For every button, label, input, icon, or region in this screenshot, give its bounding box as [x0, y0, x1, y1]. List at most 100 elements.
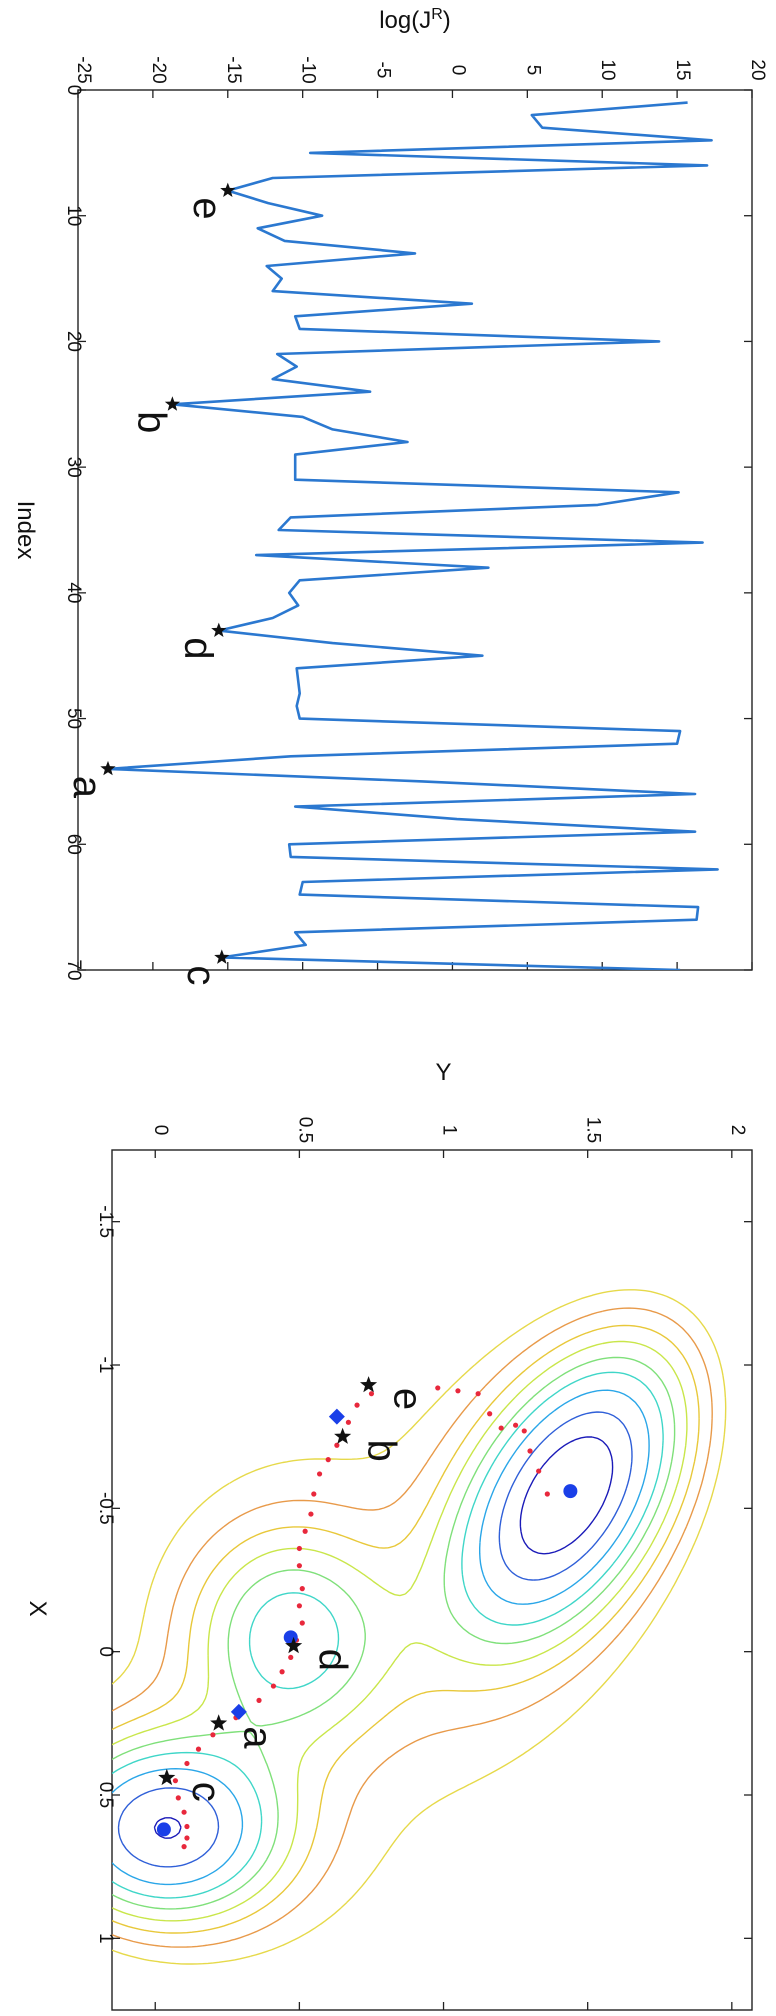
contour-level-6	[112, 1340, 688, 1922]
path-point	[368, 1391, 375, 1397]
path-point	[308, 1511, 314, 1517]
path-point	[475, 1391, 481, 1397]
path-point	[288, 1654, 294, 1660]
index-chart-ticks: 0 10 20 30 40 50 60 70 -25 -20 -15 -10 -5 0 5 10 15 20	[63, 56, 768, 980]
y-tick-label: 0	[150, 1125, 171, 1136]
path-point	[184, 1835, 190, 1841]
contour-chart-frame	[111, 1149, 753, 2011]
path-point	[345, 1419, 351, 1425]
contour-level-2	[117, 1411, 633, 1868]
value-tick-label: 10	[597, 59, 618, 80]
contour-chart-marked-points: e b d a c	[158, 1376, 430, 1802]
path-marked-star-e	[360, 1376, 378, 1393]
path-point	[527, 1448, 533, 1454]
value-tick-label: 20	[747, 59, 768, 80]
path-point	[299, 1620, 305, 1626]
path-point	[435, 1385, 441, 1391]
path-point	[354, 1402, 360, 1408]
path-point	[316, 1471, 323, 1477]
value-tick-label: -10	[298, 56, 319, 83]
path-point	[296, 1545, 302, 1552]
marked-point-label-d: d	[176, 637, 220, 659]
contour-level-9	[112, 1289, 727, 1965]
path-point	[175, 1795, 181, 1801]
index-tick-label: 40	[63, 582, 84, 603]
y-axis-label-base: log(J	[379, 7, 431, 34]
value-tick-label: -5	[373, 62, 394, 79]
path-point	[536, 1468, 542, 1474]
value-tick-label: -15	[223, 56, 244, 83]
y-axis-label-close: )	[443, 7, 451, 34]
index-tick-label: 30	[63, 457, 84, 478]
marked-point-star-d	[211, 622, 227, 637]
path-point	[544, 1491, 550, 1497]
path-point	[279, 1669, 285, 1675]
path-point	[256, 1697, 262, 1703]
x-tick-label: 1	[95, 1933, 116, 1944]
path-marked-label-c: c	[184, 1782, 228, 1802]
minimum-point	[156, 1822, 171, 1837]
marked-point-star-e	[220, 182, 236, 197]
index-chart-frame	[77, 89, 753, 971]
path-point	[184, 1760, 190, 1767]
path-point	[498, 1425, 504, 1431]
path-marked-star-b	[334, 1427, 352, 1444]
value-tick-label: 0	[447, 65, 468, 76]
x-axis-label-index: Index	[12, 501, 39, 560]
path-point	[325, 1457, 331, 1463]
saddle-point	[328, 1408, 345, 1425]
marked-point-star-a	[100, 760, 116, 776]
y-axis-label-superscript: R	[431, 6, 443, 23]
contour-level-3	[112, 1389, 650, 1886]
path-marked-star-a	[210, 1714, 228, 1731]
contour-level-5	[112, 1356, 676, 1910]
path-point	[487, 1411, 493, 1417]
path-point	[195, 1746, 202, 1752]
path-point	[172, 1778, 179, 1784]
value-tick-label: 5	[522, 65, 543, 76]
y-tick-label: 2	[727, 1125, 748, 1136]
index-tick-label: 10	[63, 205, 84, 226]
x-tick-label: -1	[95, 1357, 116, 1374]
index-tick-label: 50	[63, 708, 84, 729]
path-marked-label-b: b	[360, 1440, 404, 1462]
path-point	[513, 1422, 519, 1428]
contour-level-1	[153, 1436, 614, 1839]
saddle-point	[230, 1703, 247, 1720]
path-marked-label-e: e	[386, 1388, 430, 1410]
path-marked-star-d	[285, 1636, 303, 1654]
path-point	[302, 1528, 308, 1534]
y-tick-label: 1.5	[583, 1117, 604, 1143]
y-tick-label: 0.5	[294, 1117, 315, 1143]
value-tick-label: -25	[73, 56, 94, 83]
path-point	[270, 1683, 277, 1689]
marked-point-label-c: c	[179, 965, 223, 985]
path-point	[181, 1809, 187, 1815]
log-jr-series-line	[106, 101, 719, 970]
path-point	[521, 1428, 527, 1434]
x-axis-label-x: X	[24, 1601, 51, 1617]
value-tick-label: 15	[672, 59, 693, 80]
energy-contours	[112, 1289, 727, 1965]
path-point	[296, 1563, 302, 1569]
path-marked-label-d: d	[311, 1649, 355, 1671]
path-marked-label-a: a	[236, 1726, 280, 1749]
x-tick-label: -1.5	[95, 1205, 116, 1238]
index-tick-label: 20	[63, 331, 84, 352]
index-chart: 0 10 20 30 40 50 60 70 -25 -20 -15 -10 -5 0 5 10 15 20 e b…	[12, 6, 768, 985]
x-tick-label: 0.5	[95, 1782, 116, 1808]
minima-and-saddles	[156, 1408, 578, 1837]
marked-point-label-a: a	[65, 776, 109, 799]
path-marked-star-c	[158, 1768, 176, 1786]
contour-chart: -1.5 -1 -0.5 0 0.5 1 0 0.5 1 1.5 2 e b d a c X Y	[24, 1059, 753, 2011]
minimum-point	[563, 1484, 578, 1499]
index-tick-label: 0	[63, 85, 84, 96]
y-axis-label-y: Y	[436, 1059, 452, 1086]
contour-level-4	[112, 1371, 664, 1899]
contour-chart-ticks: -1.5 -1 -0.5 0 0.5 1 0 0.5 1 1.5 2	[95, 1117, 752, 2010]
marked-point-star-c	[214, 949, 230, 964]
minimum-point	[283, 1630, 298, 1645]
value-tick-label: -20	[148, 56, 169, 83]
path-point	[299, 1586, 305, 1592]
index-tick-label: 60	[63, 834, 84, 855]
